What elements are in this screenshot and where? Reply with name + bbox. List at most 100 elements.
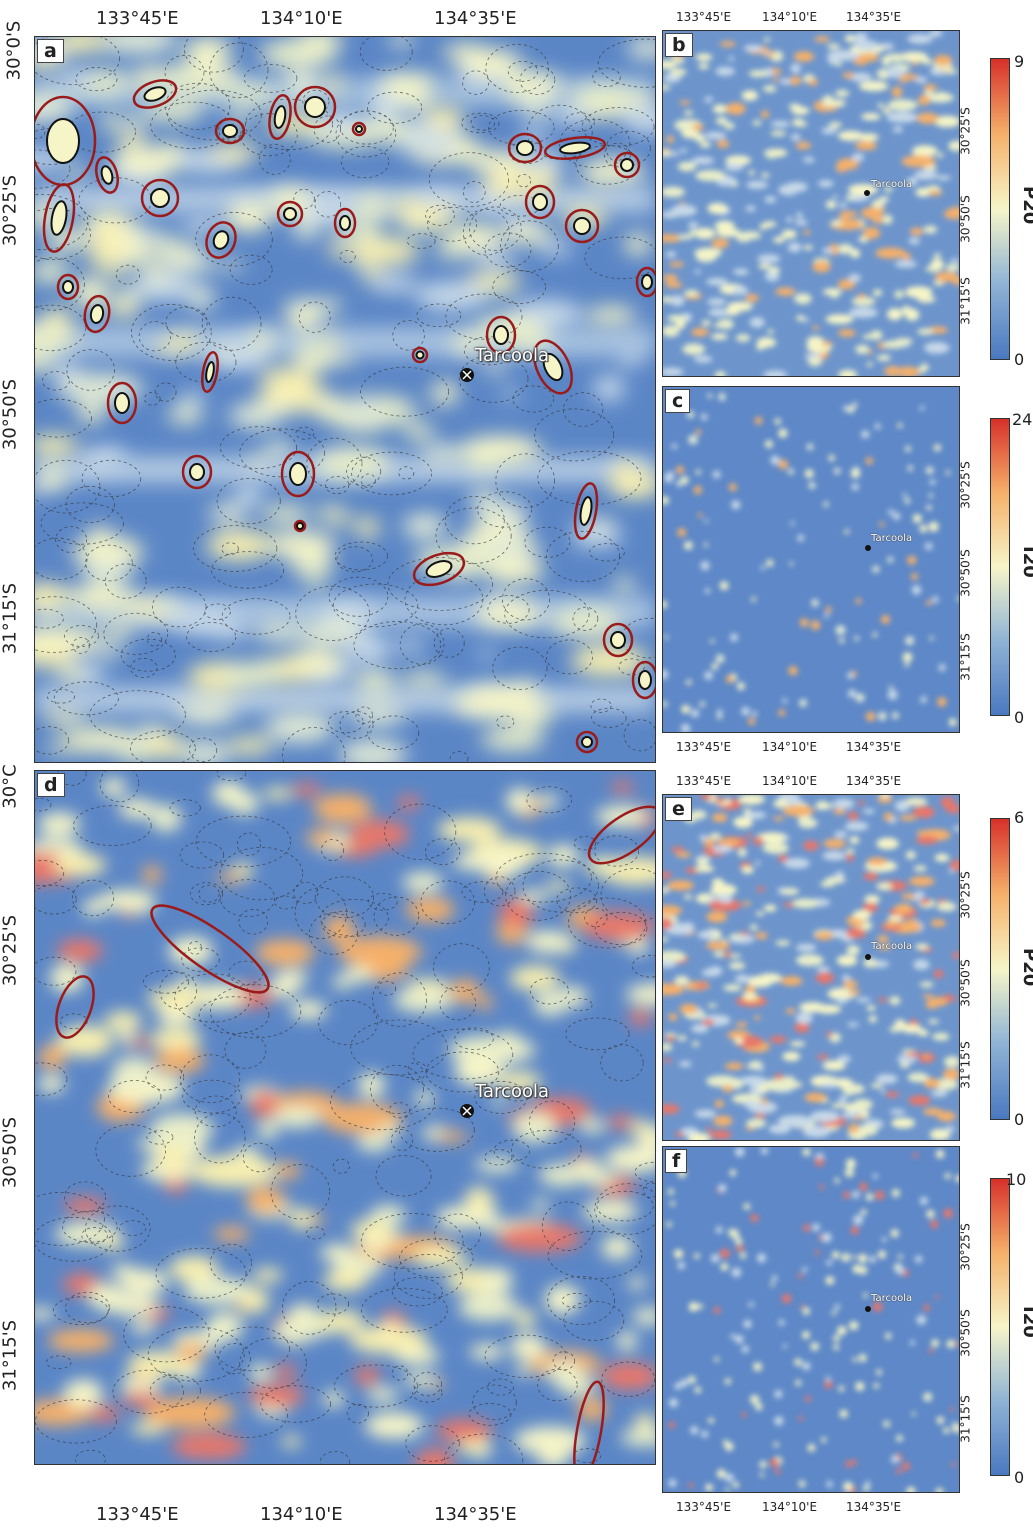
texture-blob xyxy=(228,112,250,126)
texture-blob xyxy=(733,816,753,828)
texture-blob xyxy=(620,1428,655,1447)
contour-line xyxy=(470,115,496,131)
texture-blob xyxy=(346,237,420,266)
texture-blob xyxy=(472,250,516,266)
texture-blob xyxy=(142,734,186,759)
texture-blob xyxy=(746,1118,766,1128)
contour-line xyxy=(492,646,548,690)
texture-blob xyxy=(909,1340,915,1346)
texture-blob xyxy=(315,1309,365,1334)
texture-blob xyxy=(782,836,790,842)
texture-blob xyxy=(477,995,493,1010)
texture-blob xyxy=(821,1437,827,1443)
texture-blob xyxy=(709,1130,732,1140)
texture-blob xyxy=(885,1332,892,1340)
contour-line xyxy=(72,879,115,917)
contour-line xyxy=(556,887,598,914)
texture-blob xyxy=(933,280,945,286)
texture-blob xyxy=(825,314,854,324)
texture-blob xyxy=(780,976,803,986)
texture-blob xyxy=(845,34,854,43)
texture-blob xyxy=(760,1079,794,1092)
texture-blob xyxy=(837,243,854,255)
colorbar-c-title: I20 xyxy=(1019,546,1033,578)
texture-blob xyxy=(737,848,747,857)
anomaly-ellipse xyxy=(201,351,219,393)
texture-blob xyxy=(920,696,927,703)
contour-line xyxy=(154,382,177,402)
lat-small-c-1: 30°25'S xyxy=(958,461,973,509)
contour-line xyxy=(46,688,76,704)
texture-blob xyxy=(823,838,846,849)
texture-blob xyxy=(855,598,862,605)
colorbar-e xyxy=(990,818,1010,1120)
texture-blob xyxy=(239,1287,269,1314)
texture-blob xyxy=(786,216,793,223)
texture-blob xyxy=(694,269,701,274)
contour-line xyxy=(474,1080,528,1114)
texture-blob xyxy=(248,1384,304,1408)
texture-blob xyxy=(857,1124,878,1136)
texture-blob xyxy=(832,195,838,199)
texture-blob xyxy=(402,672,447,688)
texture-blob xyxy=(894,800,910,812)
texture-blob xyxy=(835,89,850,97)
texture-blob xyxy=(742,992,758,1000)
texture-blob xyxy=(168,936,214,966)
texture-blob xyxy=(938,664,946,672)
texture-blob xyxy=(711,238,729,249)
texture-blob xyxy=(772,77,779,82)
texture-blob xyxy=(143,1397,236,1429)
texture-blob xyxy=(947,206,959,219)
texture-blob xyxy=(862,902,878,913)
texture-blob xyxy=(897,423,903,428)
contour-line xyxy=(346,456,382,487)
texture-blob xyxy=(86,225,131,241)
texture-blob xyxy=(937,697,947,707)
texture-blob xyxy=(538,794,559,809)
texture-blob xyxy=(724,1062,744,1070)
lon-tick-bottom-1: 133°45'E xyxy=(96,1504,179,1525)
texture-blob xyxy=(460,436,542,465)
texture-blob xyxy=(845,848,855,854)
contour-line xyxy=(179,841,225,869)
contour-line xyxy=(559,118,631,168)
texture-blob xyxy=(899,815,917,821)
texture-blob xyxy=(895,1265,905,1275)
contour-line xyxy=(433,943,490,992)
texture-blob xyxy=(891,712,899,720)
texture-blob xyxy=(351,702,406,725)
contour-line xyxy=(487,595,530,624)
contour-line xyxy=(63,1181,107,1213)
texture-blob xyxy=(710,639,715,644)
texture-blob xyxy=(860,1209,867,1216)
texture-blob xyxy=(825,200,837,209)
texture-blob xyxy=(778,459,789,470)
texture-blob xyxy=(464,1186,494,1213)
contour-line xyxy=(399,1238,474,1278)
panel-label-f: f xyxy=(665,1149,688,1173)
texture-blob xyxy=(768,266,780,273)
texture-blob xyxy=(914,170,938,180)
texture-blob xyxy=(150,804,182,832)
anomaly-core xyxy=(296,522,304,530)
texture-blob xyxy=(818,180,834,188)
texture-blob xyxy=(906,1486,916,1492)
contour-line xyxy=(469,206,522,251)
texture-blob xyxy=(481,727,545,751)
contour-line xyxy=(485,43,550,93)
texture-blob xyxy=(835,871,844,878)
texture-blob xyxy=(69,727,136,753)
contour-line xyxy=(413,1371,443,1397)
texture-blob xyxy=(815,972,835,984)
texture-blob xyxy=(686,679,692,685)
contour-line xyxy=(53,681,119,716)
texture-blob xyxy=(475,1218,507,1230)
contour-line xyxy=(360,366,450,417)
contour-line xyxy=(541,1201,594,1251)
texture-blob xyxy=(795,1379,802,1386)
contour-line xyxy=(66,349,116,391)
contour-line xyxy=(260,1385,332,1423)
texture-blob xyxy=(743,1203,751,1210)
contour-line xyxy=(462,181,486,203)
